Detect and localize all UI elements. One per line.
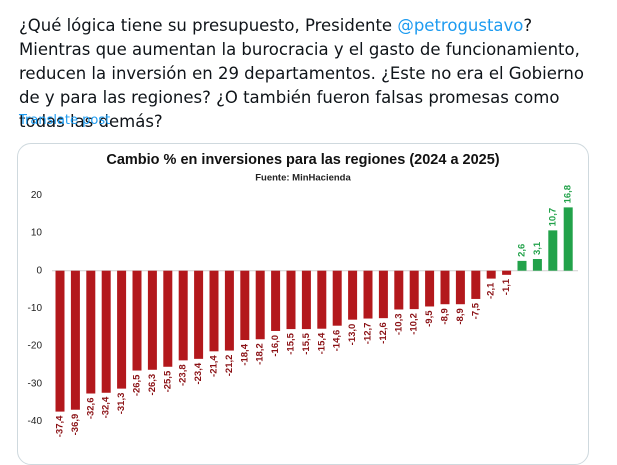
- data-label: -10,2: [409, 313, 420, 335]
- bar: [55, 270, 65, 412]
- bar: [363, 270, 373, 319]
- bar: [471, 270, 481, 299]
- bar: [163, 270, 173, 367]
- data-label: -25,5: [162, 370, 173, 392]
- bar: [348, 270, 358, 320]
- bar: [194, 270, 204, 359]
- data-label: -21,4: [209, 355, 220, 377]
- y-tick-label: 20: [31, 190, 43, 201]
- data-label: -23,8: [178, 364, 189, 386]
- data-label: -26,3: [147, 374, 158, 396]
- mention[interactable]: @petrogustavo: [397, 16, 524, 35]
- y-tick-label: 10: [31, 228, 43, 239]
- data-label: 2,6: [517, 244, 528, 257]
- bar: [502, 270, 512, 275]
- data-label: -8,9: [455, 308, 466, 324]
- page: ¿Qué lógica tiene su presupuesto, Presid…: [17, 14, 599, 465]
- text: ¿Qué lógica tiene su presupuesto, Presid…: [19, 16, 398, 35]
- y-tick-label: -10: [28, 303, 43, 314]
- bar: [209, 270, 219, 352]
- bar: [101, 270, 111, 393]
- bar: [147, 270, 157, 370]
- translate-link[interactable]: Translate post: [19, 113, 111, 128]
- text: ? Mientras que aumentan la burocracia y …: [19, 16, 584, 131]
- data-label: -18,2: [255, 343, 266, 365]
- data-label: -15,5: [301, 332, 312, 354]
- data-label: -8,9: [440, 308, 451, 324]
- data-label: -15,4: [316, 332, 327, 354]
- bar: [548, 230, 558, 271]
- data-label: 10,7: [547, 208, 558, 227]
- bar: [486, 270, 496, 279]
- y-tick-label: -30: [28, 378, 43, 389]
- data-label: -31,3: [116, 393, 127, 415]
- bar: [455, 270, 465, 305]
- data-label: -7,5: [470, 302, 481, 319]
- bar: [532, 259, 542, 271]
- data-label: -18,4: [239, 343, 250, 365]
- bar: [517, 260, 527, 271]
- bar: [409, 270, 419, 310]
- data-label: -32,4: [101, 396, 112, 418]
- data-label: -26,5: [132, 374, 143, 396]
- data-label: 16,8: [563, 185, 574, 204]
- bar: [271, 270, 281, 331]
- y-tick-label: -20: [28, 341, 43, 352]
- data-label: -23,4: [193, 362, 204, 384]
- bar: [255, 270, 265, 340]
- y-tick-label: 0: [36, 265, 42, 276]
- data-label: -12,7: [363, 323, 374, 345]
- bar: [332, 270, 342, 326]
- bar: [394, 270, 404, 310]
- data-label: -16,0: [270, 335, 281, 357]
- chart-subtitle: Fuente: MinHacienda: [255, 173, 351, 184]
- bar: [440, 270, 450, 305]
- bar: [425, 270, 435, 307]
- data-label: -10,3: [393, 313, 404, 335]
- bar: [70, 270, 80, 410]
- bar: [301, 270, 311, 330]
- chart: Cambio % en inversiones para las regione…: [28, 152, 578, 437]
- data-label: -2,1: [486, 282, 497, 299]
- data-label: 3,1: [532, 241, 543, 255]
- data-label: -21,2: [224, 355, 235, 377]
- data-label: -14,6: [332, 330, 343, 352]
- bar: [563, 207, 573, 271]
- bar: [224, 270, 234, 351]
- bar: [317, 270, 327, 329]
- data-label: -13,0: [347, 324, 358, 346]
- data-label: -12,6: [378, 322, 389, 344]
- data-label: -32,6: [85, 398, 96, 420]
- data-label: -15,5: [286, 332, 297, 354]
- bar: [378, 270, 388, 319]
- bar: [117, 270, 127, 389]
- post-text: ¿Qué lógica tiene su presupuesto, Presid…: [19, 14, 599, 134]
- bar: [240, 270, 250, 341]
- data-label: -36,9: [70, 414, 81, 436]
- bar: [286, 270, 296, 330]
- bar: [132, 270, 142, 371]
- chart-title: Cambio % en inversiones para las regione…: [106, 152, 499, 168]
- bar: [178, 270, 188, 361]
- bar: [86, 270, 96, 394]
- data-label: -1,1: [501, 278, 512, 295]
- y-tick-label: -40: [28, 416, 43, 427]
- data-label: -37,4: [55, 415, 66, 437]
- data-label: -9,5: [424, 310, 435, 327]
